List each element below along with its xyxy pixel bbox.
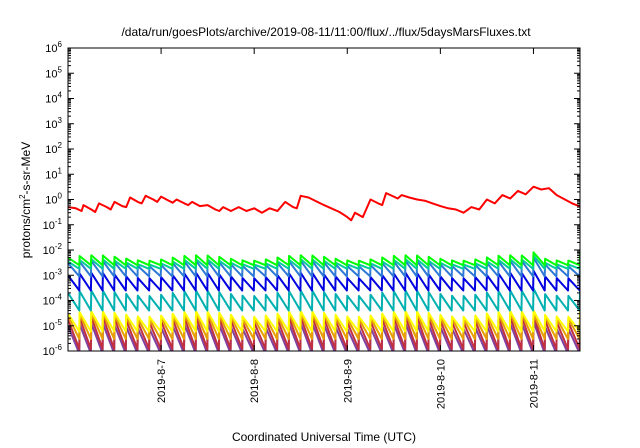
y-tick-label: 10-6 <box>43 343 63 358</box>
y-tick-label: 10-4 <box>43 293 63 308</box>
y-tick-label: 104 <box>45 91 62 106</box>
y-axis-label: protons/cm2-s-sr-MeV <box>18 142 33 258</box>
series-line <box>68 269 580 292</box>
x-tick-label: 2019-8-10 <box>435 359 447 409</box>
x-axis-label: Coordinated Universal Time (UTC) <box>232 430 416 444</box>
series-line <box>68 287 580 312</box>
y-tick-label: 102 <box>45 141 62 156</box>
series-line <box>68 256 580 278</box>
y-tick-label: 103 <box>45 116 62 131</box>
series-line <box>68 320 580 351</box>
y-tick-label: 100 <box>45 192 62 207</box>
chart-title: /data/run/goesPlots/archive/2019-08-11/1… <box>121 25 531 39</box>
y-tick-label: 106 <box>45 40 62 55</box>
series-line <box>68 314 580 350</box>
x-tick-label: 2019-8-11 <box>528 359 540 408</box>
y-tick-label: 10-1 <box>43 217 63 232</box>
plot-lines <box>68 185 580 351</box>
x-tick-label: 2019-8-9 <box>342 359 354 403</box>
x-tick-label: 2019-8-8 <box>249 359 261 403</box>
series-line <box>68 185 580 222</box>
x-axis-ticks: 2019-8-7 2019-8-8 2019-8-9 2019-8-10 2019-8-… <box>156 48 540 409</box>
y-axis-ticks: 106 105 104 103 102 101 100 10-1 10-2 10-3 10-4 10-… <box>43 40 580 358</box>
y-tick-label: 10-2 <box>43 242 63 257</box>
y-tick-label: 105 <box>45 65 62 80</box>
series-line <box>68 254 580 270</box>
x-tick-label: 2019-8-7 <box>156 359 168 403</box>
series-line <box>68 251 580 267</box>
y-tick-label: 10-3 <box>43 267 63 282</box>
series-line <box>68 309 580 333</box>
y-tick-label: 101 <box>45 166 62 181</box>
y-tick-label: 10-5 <box>43 318 63 333</box>
series-line <box>68 312 580 340</box>
